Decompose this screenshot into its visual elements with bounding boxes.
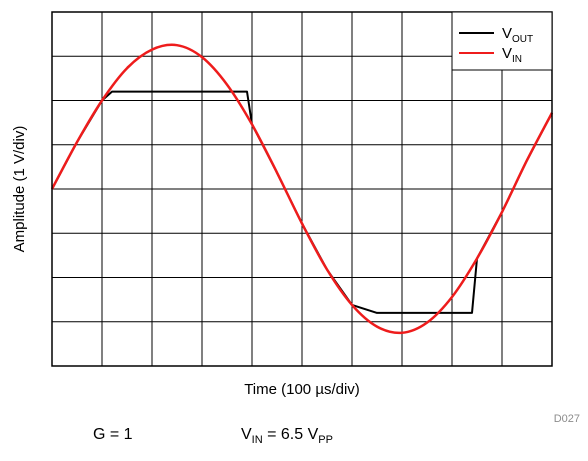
vin-condition-sub: IN bbox=[251, 434, 263, 446]
legend: VOUT VIN bbox=[451, 11, 553, 71]
grid bbox=[52, 12, 552, 366]
legend-label-vout-main: V bbox=[502, 25, 512, 42]
legend-item-vout: VOUT bbox=[459, 25, 533, 45]
vin-condition-unit-sub: PP bbox=[318, 434, 333, 446]
legend-label-vin-main: V bbox=[502, 45, 512, 62]
legend-label-vin-sub: IN bbox=[512, 54, 522, 65]
legend-label-vin: VIN bbox=[502, 45, 522, 65]
y-axis-label: Amplitude (1 V/div) bbox=[11, 126, 28, 253]
vin-condition-eq: = 6.5 V bbox=[262, 426, 319, 443]
vin-condition-main: V bbox=[241, 426, 252, 443]
gain-condition: G = 1 bbox=[93, 426, 133, 443]
vin-condition: VIN = 6.5 VPP bbox=[241, 426, 333, 446]
series-line-vin bbox=[50, 43, 554, 335]
legend-label-vout-sub: OUT bbox=[512, 34, 533, 45]
legend-label-vout: VOUT bbox=[502, 25, 533, 45]
legend-box bbox=[451, 11, 553, 71]
series-group bbox=[50, 43, 554, 335]
plot-area-frame bbox=[51, 11, 553, 367]
x-axis-label: Time (100 µs/div) bbox=[244, 381, 360, 398]
figure-id: D027 bbox=[554, 413, 580, 425]
legend-item-vin: VIN bbox=[459, 45, 522, 65]
